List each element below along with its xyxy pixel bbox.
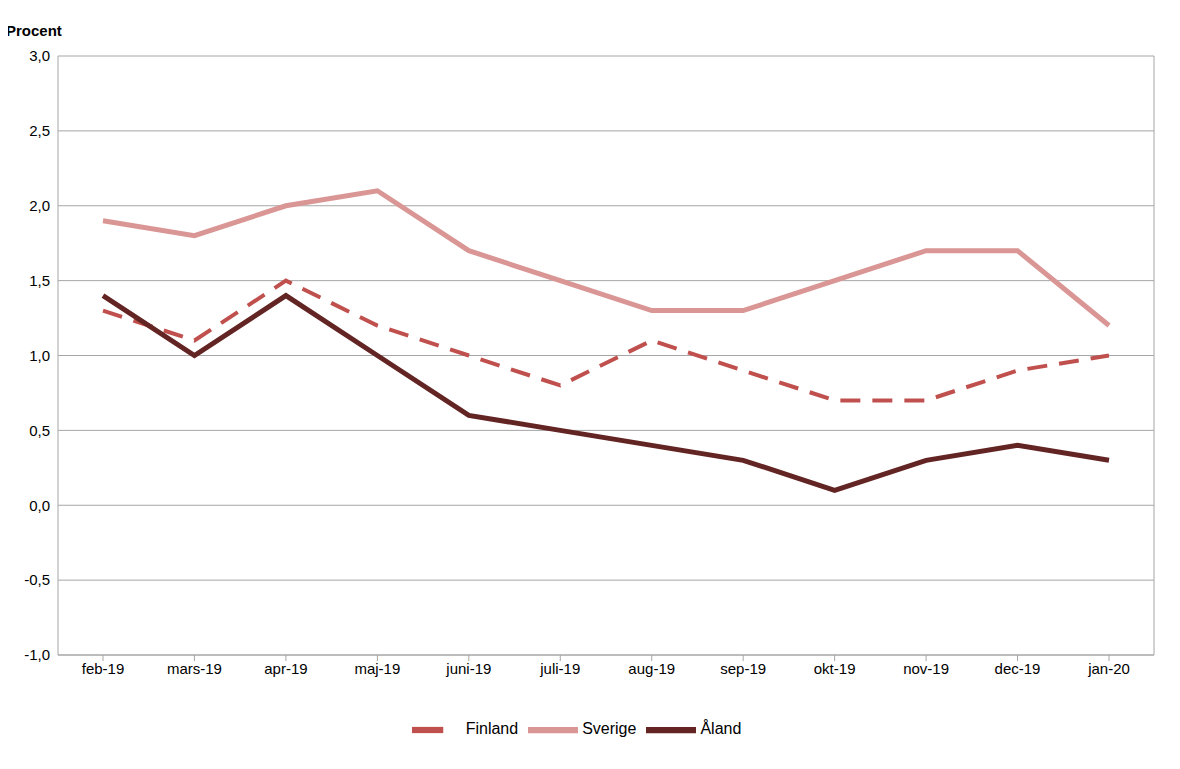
svg-text:juni-19: juni-19 <box>445 660 491 677</box>
svg-text:0,5: 0,5 <box>29 422 50 439</box>
svg-text:-1,0: -1,0 <box>24 646 50 663</box>
svg-text:feb-19: feb-19 <box>82 660 125 677</box>
svg-text:apr-19: apr-19 <box>264 660 307 677</box>
html-text:Åland: Åland <box>700 720 742 738</box>
svg-text:2,0: 2,0 <box>29 197 50 214</box>
svg-text:1,5: 1,5 <box>29 272 50 289</box>
svg-text:sep-19: sep-19 <box>720 660 766 677</box>
svg-text:1,0: 1,0 <box>29 347 50 364</box>
svg-text:jan-20: jan-20 <box>1087 660 1130 677</box>
svg-text:juli-19: juli-19 <box>539 660 580 677</box>
svg-text:-0,5: -0,5 <box>24 571 50 588</box>
svg-text:2,5: 2,5 <box>29 122 50 139</box>
svg-text:3,0: 3,0 <box>29 47 50 64</box>
svg-text:0,0: 0,0 <box>29 497 50 514</box>
svg-text:nov-19: nov-19 <box>903 660 949 677</box>
svg-text:aug-19: aug-19 <box>628 660 675 677</box>
html-text:Procent: Procent <box>6 22 62 39</box>
svg-text:mars-19: mars-19 <box>167 660 222 677</box>
svg-text:maj-19: maj-19 <box>354 660 400 677</box>
svg-text:dec-19: dec-19 <box>995 660 1041 677</box>
html-text:Finland: Finland <box>465 720 519 738</box>
svg-text:okt-19: okt-19 <box>814 660 856 677</box>
html-text:Sverige: Sverige <box>582 720 637 738</box>
